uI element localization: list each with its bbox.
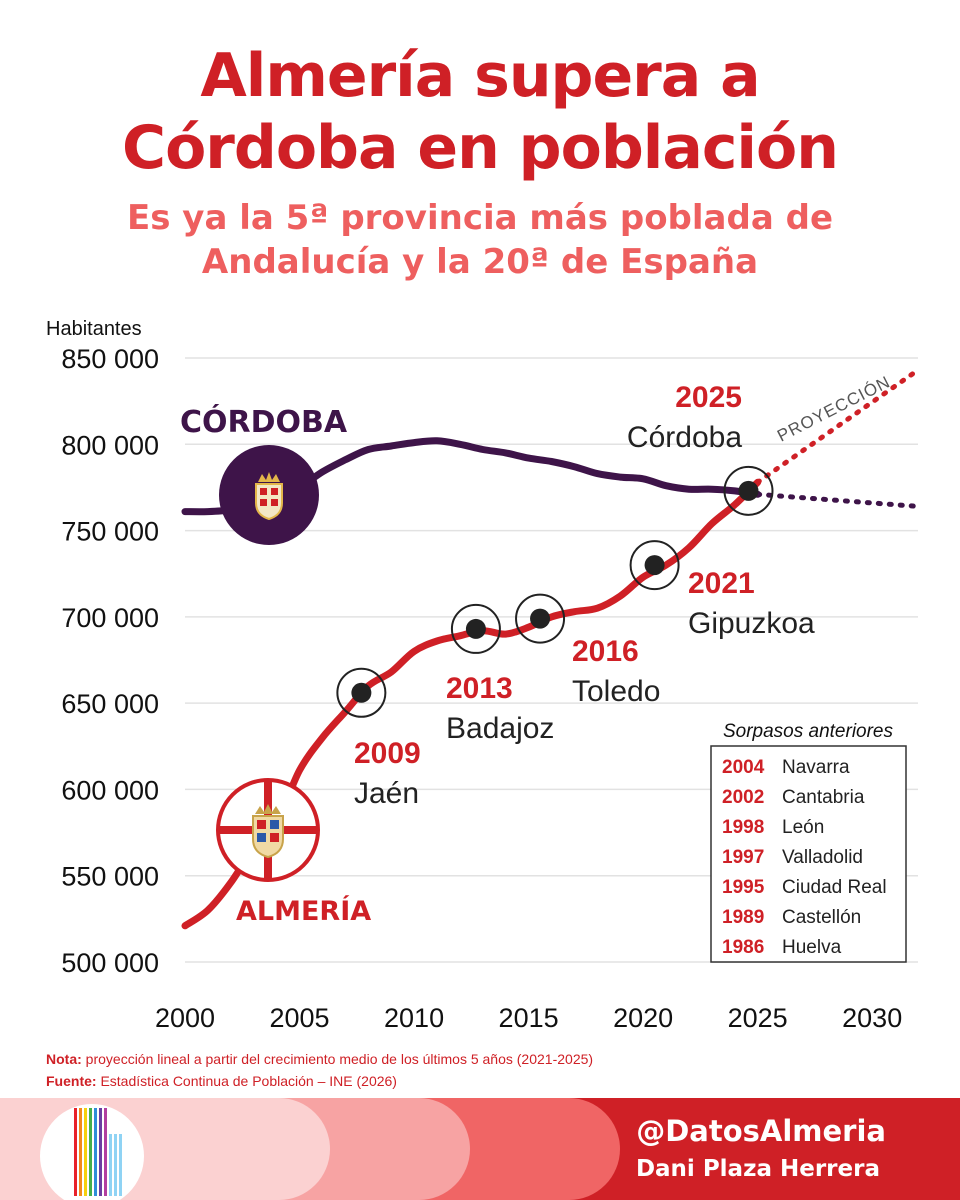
overtake-year: 2004: [722, 757, 765, 778]
milestones-layer: [336, 465, 774, 718]
projection-label: PROYECCIÓN: [774, 372, 893, 445]
series-label-cordoba: CÓRDOBA: [180, 403, 348, 440]
previous-overtakes-box: Sorpasos anteriores 2004 Navarra 2002 Canta…: [710, 721, 907, 963]
y-tick-label: 550 000: [61, 862, 159, 892]
x-tick-label: 2000: [155, 1003, 215, 1033]
overtake-year: 1998: [722, 817, 764, 838]
projection-line-almeria: [755, 367, 921, 485]
footer-handle[interactable]: @DatosAlmeria: [636, 1114, 886, 1148]
y-tick-label: 600 000: [61, 775, 159, 805]
milestone-year-2025: 2025: [675, 381, 742, 414]
overtake-place: Valladolid: [782, 847, 863, 868]
page-title: Almería supera a Córdoba en población: [0, 40, 960, 184]
subtitle-line-2: Andalucía y la 20ª de España: [201, 242, 759, 282]
y-tick-label: 650 000: [61, 689, 159, 719]
milestone-label-2009: 2009 Jaén: [354, 737, 421, 810]
x-tick-label: 2020: [613, 1003, 673, 1033]
footnote-nota-label: Nota:: [46, 1051, 82, 1067]
cordoba-badge: [219, 445, 319, 545]
datos-almeria-logo-icon: [74, 1108, 122, 1196]
milestone-label-2025: 2025 Córdoba: [627, 381, 742, 454]
y-tick-labels: 500 000 550 000 600 000 650 000 700 000 750 0…: [61, 344, 159, 978]
x-tick-label: 2005: [269, 1003, 329, 1033]
milestone-dot-2016: [530, 608, 551, 629]
milestone-ring-2025: [723, 465, 774, 516]
x-tick-label: 2030: [842, 1003, 902, 1033]
overtake-year: 1986: [722, 937, 764, 958]
milestone-year-2021: 2021: [688, 567, 755, 600]
overtake-year: 1995: [722, 877, 765, 898]
previous-overtakes-rows: 2004 Navarra 2002 Cantabria 1998 León 1997 Vall…: [722, 757, 887, 958]
milestone-ring-2021: [629, 540, 680, 591]
overtake-place: Navarra: [782, 757, 850, 778]
footnote-fuente-text: Estadística Continua de Población – INE …: [96, 1073, 397, 1089]
milestone-year-2009: 2009: [354, 737, 421, 770]
footer-author: Dani Plaza Herrera: [635, 1156, 880, 1182]
overtake-place: Ciudad Real: [782, 877, 887, 898]
footer-banner: @DatosAlmeria Dani Plaza Herrera: [0, 1098, 960, 1200]
overtake-year: 2002: [722, 787, 764, 808]
milestone-year-2016: 2016: [572, 635, 639, 668]
milestone-dot-2009: [351, 682, 372, 703]
overtake-year: 1989: [722, 907, 764, 928]
milestone-ring-2016: [515, 593, 566, 644]
previous-overtakes-title: Sorpasos anteriores: [723, 721, 894, 742]
almeria-badge: [216, 778, 320, 882]
title-line-2: Córdoba en población: [122, 113, 839, 183]
y-axis-label: Habitantes: [46, 318, 142, 340]
milestone-ring-2013: [450, 603, 501, 654]
x-tick-label: 2015: [499, 1003, 559, 1033]
footnote-fuente-label: Fuente:: [46, 1073, 97, 1089]
projection-line-cordoba: [755, 491, 921, 509]
milestone-ring-2009: [336, 667, 387, 718]
milestone-year-2013: 2013: [446, 672, 513, 705]
milestone-place-2009: Jaén: [354, 777, 419, 810]
footer-logo: [40, 1104, 144, 1200]
population-chart: 500 000 550 000 600 000 650 000 700 000 750 0…: [46, 318, 921, 1033]
footnote-nota: Nota: proyección lineal a partir del cre…: [46, 1050, 593, 1068]
overtake-place: Huelva: [782, 937, 842, 958]
cordoba-coat-of-arms-icon: [255, 472, 283, 521]
previous-overtakes-frame: [710, 745, 907, 963]
footnote-nota-text: proyección lineal a partir del crecimien…: [81, 1051, 594, 1067]
milestone-label-2013: 2013 Badajoz: [446, 672, 554, 745]
y-tick-label: 850 000: [61, 344, 159, 374]
overtake-place: Castellón: [782, 907, 861, 928]
x-tick-label: 2010: [384, 1003, 444, 1033]
page-subtitle: Es ya la 5ª provincia más poblada de And…: [0, 196, 960, 284]
milestone-label-2016: 2016 Toledo: [572, 635, 660, 708]
milestone-label-2021: 2021 Gipuzkoa: [688, 567, 815, 640]
y-tick-label: 750 000: [61, 517, 159, 547]
series-label-almeria: ALMERÍA: [236, 895, 371, 927]
footnote-fuente: Fuente: Estadística Continua de Població…: [46, 1072, 397, 1090]
overtake-year: 1997: [722, 847, 764, 868]
milestone-dot-2021: [644, 555, 665, 576]
title-line-1: Almería supera a: [200, 41, 760, 111]
y-tick-label: 500 000: [61, 948, 159, 978]
milestone-dot-2013: [465, 618, 486, 639]
x-tick-label: 2025: [728, 1003, 788, 1033]
y-tick-label: 700 000: [61, 603, 159, 633]
milestone-place-2016: Toledo: [572, 675, 660, 708]
milestone-place-2021: Gipuzkoa: [688, 607, 815, 640]
subtitle-line-1: Es ya la 5ª provincia más poblada de: [126, 198, 833, 238]
almeria-coat-of-arms-icon: [252, 804, 284, 859]
milestone-place-2013: Badajoz: [446, 712, 554, 745]
milestone-dot-2025: [738, 480, 759, 501]
overtake-place: León: [782, 817, 824, 838]
overtake-place: Cantabria: [782, 787, 865, 808]
milestone-place-2025: Córdoba: [627, 421, 742, 454]
x-tick-labels: 2000 2005 2010 2015 2020 2025 2030: [155, 1003, 902, 1033]
y-tick-label: 800 000: [61, 430, 159, 460]
